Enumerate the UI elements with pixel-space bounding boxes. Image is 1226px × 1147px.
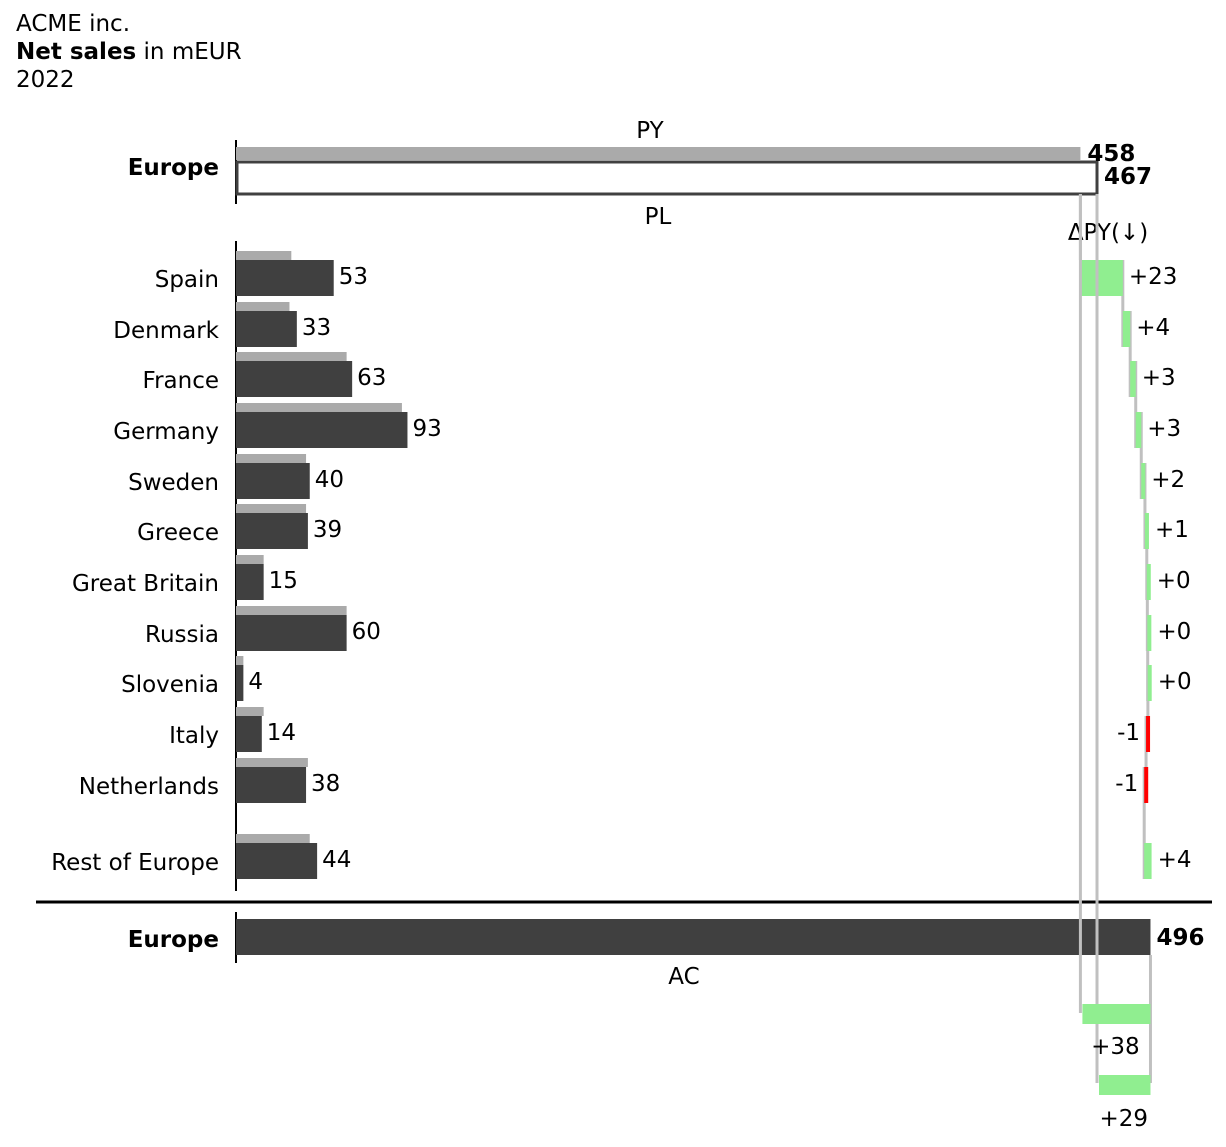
ac-bar — [236, 311, 297, 347]
delta-bar — [1130, 361, 1136, 397]
ac-value-label: 40 — [315, 467, 344, 493]
category-label: Russia — [145, 622, 219, 648]
ac-bar — [236, 260, 334, 296]
delta-bar — [1122, 311, 1131, 347]
category-label: Netherlands — [79, 774, 219, 800]
pl-scenario-label: PL — [645, 204, 672, 230]
company-name: ACME inc. — [16, 11, 131, 37]
py-bar — [236, 656, 244, 665]
ac-value-label: 53 — [339, 264, 368, 290]
delta-bar — [1144, 843, 1152, 879]
ac-bar — [236, 412, 408, 448]
py-bar — [236, 454, 307, 463]
ac-bar — [236, 513, 308, 549]
ac-bar — [236, 564, 264, 600]
delta-value-label: +0 — [1158, 669, 1192, 695]
category-label: Spain — [155, 267, 219, 293]
ac-total-bar — [236, 919, 1151, 955]
delta-value-label: +3 — [1142, 365, 1176, 391]
delta-value-label: +3 — [1147, 416, 1181, 442]
measure-name: Net sales — [16, 39, 137, 65]
ac-bar — [236, 767, 307, 803]
delta-value-label: -1 — [1115, 771, 1138, 797]
delta-bar — [1144, 513, 1149, 549]
delta-value-label: +4 — [1158, 847, 1192, 873]
category-label: Denmark — [113, 318, 219, 344]
pl-total-value: 467 — [1104, 164, 1152, 190]
py-bar — [236, 302, 290, 311]
delta-value-label: +1 — [1155, 517, 1189, 543]
ac-value-label: 15 — [269, 568, 298, 594]
ac-value-label: 4 — [248, 669, 263, 695]
delta-bar — [1080, 260, 1123, 296]
variance-bar-pl — [1099, 1075, 1151, 1095]
ac-bar — [236, 361, 353, 397]
delta-value-label: +4 — [1136, 315, 1170, 341]
delta-value-label: +23 — [1129, 264, 1178, 290]
pl-total-bar — [235, 160, 1099, 196]
category-label: Slovenia — [121, 672, 219, 698]
ac-value-label: 39 — [313, 517, 342, 543]
ac-bar — [236, 716, 262, 752]
delta-bar — [1135, 412, 1142, 448]
category-label: Greece — [137, 520, 219, 546]
py-bar — [236, 707, 264, 716]
delta-bar — [1141, 463, 1146, 499]
ac-value-label: 93 — [412, 416, 441, 442]
ac-value-label: 33 — [302, 315, 331, 341]
py-bar — [236, 758, 308, 767]
category-label: Sweden — [128, 470, 219, 496]
measure-unit: in mEUR — [143, 39, 242, 65]
py-total-value: 458 — [1087, 141, 1135, 167]
variance-bar-py — [1082, 1004, 1151, 1024]
ac-total-value: 496 — [1156, 925, 1204, 951]
delta-value-label: +2 — [1151, 467, 1185, 493]
delta-value-label: +0 — [1157, 568, 1191, 594]
delta-value-label: +0 — [1157, 619, 1191, 645]
py-scenario-label: PY — [636, 118, 664, 144]
delta-bar — [1147, 615, 1152, 651]
ac-bar — [236, 615, 347, 651]
bottom-total-label: Europe — [128, 927, 219, 953]
ac-value-label: 44 — [322, 847, 351, 873]
ac-value-label: 63 — [357, 365, 386, 391]
ac-bar — [236, 843, 318, 879]
category-label: Germany — [113, 419, 219, 445]
variance-label-py: +38 — [1091, 1034, 1140, 1060]
ac-value-label: 14 — [267, 720, 296, 746]
ac-scenario-label: AC — [668, 964, 699, 990]
py-total-bar — [236, 147, 1081, 160]
ac-bar — [236, 665, 244, 701]
category-label: Rest of Europe — [51, 850, 219, 876]
py-bar — [236, 606, 347, 615]
py-bar — [236, 555, 264, 564]
category-label: France — [143, 368, 219, 394]
variance-label-pl: +29 — [1099, 1106, 1148, 1132]
py-bar — [236, 251, 292, 260]
delta-value-label: -1 — [1117, 720, 1140, 746]
ac-value-label: 60 — [352, 619, 381, 645]
category-label: Italy — [169, 723, 219, 749]
measure-line: Net sales in mEUR — [16, 38, 242, 66]
top-total-label: Europe — [128, 155, 219, 181]
chart-year: 2022 — [16, 67, 75, 93]
ac-value-label: 38 — [311, 771, 340, 797]
py-bar — [236, 834, 310, 843]
delta-bar — [1144, 767, 1149, 803]
category-label: Great Britain — [72, 571, 219, 597]
py-bar — [236, 352, 347, 361]
delta-bar — [1147, 665, 1152, 701]
delta-bar — [1146, 564, 1151, 600]
ac-bar — [236, 463, 310, 499]
py-bar — [236, 403, 402, 412]
py-bar — [236, 504, 307, 513]
delta-bar — [1146, 716, 1151, 752]
chart-header: ACME inc. Net sales in mEUR 2022 — [16, 10, 242, 94]
